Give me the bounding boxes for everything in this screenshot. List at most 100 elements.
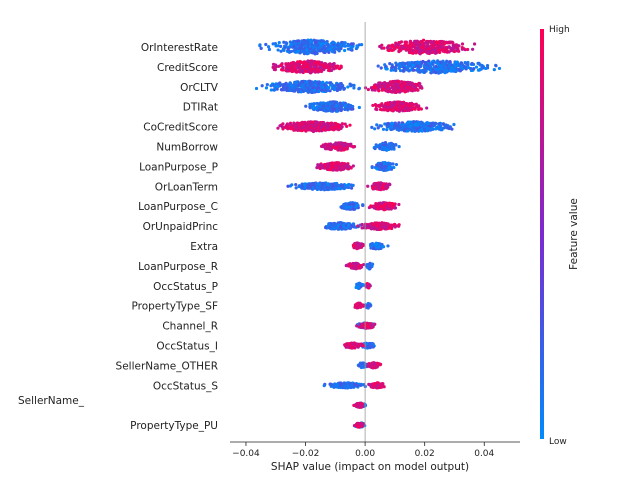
feature-label: OrLoanTerm [155, 181, 218, 193]
shap-point [324, 109, 328, 113]
shap-point [286, 68, 290, 72]
shap-point [384, 67, 388, 71]
shap-point [403, 62, 407, 66]
shap-point [405, 81, 409, 85]
shap-point [466, 47, 470, 52]
shap-point [373, 127, 377, 131]
shap-point [413, 41, 417, 45]
shap-point [351, 183, 355, 187]
shap-point [480, 65, 484, 69]
shap-point [403, 81, 407, 86]
shap-point [343, 44, 347, 48]
shap-point [417, 50, 421, 54]
shap-point [295, 70, 299, 74]
shap-point [437, 70, 441, 74]
feature-label: Extra [190, 241, 218, 253]
points-layer [254, 38, 502, 429]
shap-point [376, 126, 380, 130]
shap-point [485, 64, 490, 68]
shap-point [305, 65, 310, 69]
shap-point [395, 85, 399, 89]
shap-point [313, 88, 317, 92]
shap-point [421, 59, 425, 64]
shap-point [408, 86, 412, 90]
shap-point [273, 41, 277, 46]
shap-point [391, 45, 395, 49]
shap-point [375, 365, 379, 369]
shap-point [300, 45, 304, 49]
feature-label: OrUnpaidPrinc [143, 221, 219, 233]
shap-point [267, 47, 271, 52]
shap-point [332, 162, 336, 166]
shap-point [329, 168, 333, 172]
shap-point [476, 61, 480, 65]
shap-point [350, 345, 354, 349]
shap-point [441, 45, 445, 49]
shap-point [375, 123, 379, 127]
shap-point [381, 245, 385, 249]
shap-point [401, 124, 405, 129]
shap-point [300, 80, 305, 84]
shap-point [445, 47, 449, 52]
shap-point [301, 126, 305, 130]
shap-point [327, 86, 331, 90]
shap-point [449, 69, 453, 73]
shap-point [289, 42, 293, 46]
shap-point [397, 224, 401, 228]
shap-point [401, 101, 405, 105]
shap-point [460, 45, 464, 50]
shap-point [370, 165, 374, 170]
shap-point [294, 186, 298, 190]
shap-point [360, 222, 364, 227]
shap-point [265, 83, 269, 87]
shap-point [312, 102, 316, 106]
shap-point [332, 125, 337, 129]
shap-point [386, 223, 390, 227]
shap-point [366, 282, 371, 286]
shap-point [390, 103, 394, 107]
shap-point [304, 44, 308, 48]
shap-point [452, 122, 456, 127]
shap-point [343, 107, 347, 111]
shap-point [408, 46, 412, 50]
shap-point [417, 60, 421, 65]
shap-point [300, 83, 305, 88]
shap-point [298, 82, 302, 86]
shap-point [304, 104, 308, 108]
shap-point [389, 141, 393, 145]
shap-point [281, 66, 285, 70]
shap-point [356, 306, 360, 310]
shap-point [436, 48, 441, 52]
feature-label: LoanPurpose_C [138, 201, 218, 213]
shap-point [374, 107, 378, 111]
shap-point [350, 264, 354, 268]
shap-point [333, 100, 337, 104]
shap-point [352, 203, 356, 207]
shap-point [320, 182, 325, 186]
shap-point [300, 60, 304, 65]
shap-point [370, 227, 374, 231]
shap-point [357, 364, 361, 368]
shap-point [327, 226, 331, 230]
shap-point [352, 83, 356, 87]
shap-point [313, 70, 317, 74]
shap-point [449, 66, 454, 70]
shap-point [415, 64, 420, 68]
shap-point [420, 86, 424, 90]
shap-point [343, 48, 347, 53]
shap-point [345, 107, 349, 111]
shap-point [324, 146, 328, 151]
feature-label: PropertyType_SF [131, 301, 218, 313]
shap-point [302, 86, 306, 91]
shap-point [314, 182, 318, 186]
shap-point [298, 124, 302, 128]
shap-point [386, 183, 390, 187]
shap-point [385, 45, 390, 50]
shap-point [295, 87, 300, 91]
shap-point [413, 85, 417, 89]
shap-point [398, 40, 402, 45]
shap-point [412, 128, 416, 132]
shap-point [281, 47, 285, 52]
shap-point [401, 88, 405, 92]
shap-point [446, 41, 450, 45]
